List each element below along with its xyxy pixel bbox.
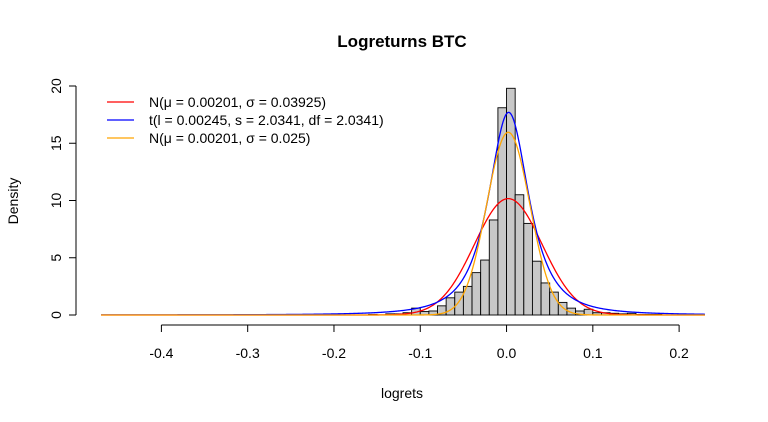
y-tick-label: 0 [48,311,64,319]
histogram-bar [531,260,542,316]
x-axis-label: logrets [381,385,423,401]
histogram-bar [540,282,551,316]
x-tick-label: -0.1 [408,345,432,361]
y-tick-label: 20 [48,78,64,94]
x-tick-label: -0.4 [149,345,173,361]
density-curve [101,131,705,316]
histogram-bar [514,194,525,316]
histogram-bar [471,272,482,316]
x-tick-label: 0.0 [497,345,517,361]
x-tick-label: 0.1 [583,345,603,361]
legend: N(μ = 0.00201, σ = 0.03925) t(l = 0.00245… [107,94,384,146]
legend-label: N(μ = 0.00201, σ = 0.025) [149,130,310,146]
x-axis: -0.4 -0.3 -0.2 -0.1 0.0 0.1 0.2 [149,324,689,361]
density-curves [101,111,706,316]
histogram-bar [480,259,490,316]
histogram-bar [445,297,456,316]
density-curve [101,197,705,316]
y-tick-label: 10 [48,193,64,209]
x-tick-label: -0.2 [322,345,346,361]
histogram-bars [324,87,663,316]
legend-label: t(l = 0.00245, s = 2.0341, df = 2.0341) [149,112,384,128]
y-tick-label: 5 [48,254,64,262]
x-tick-label: -0.3 [236,345,260,361]
y-tick-label: 15 [48,135,64,151]
y-axis: 0 5 10 15 20 [48,78,77,319]
histogram-bar [523,222,533,316]
legend-label: N(μ = 0.00201, σ = 0.03925) [149,94,326,110]
histogram-bar [488,219,499,316]
y-axis-label: Density [5,178,21,225]
chart-title: Logreturns BTC [337,32,466,51]
x-tick-label: 0.2 [669,345,689,361]
